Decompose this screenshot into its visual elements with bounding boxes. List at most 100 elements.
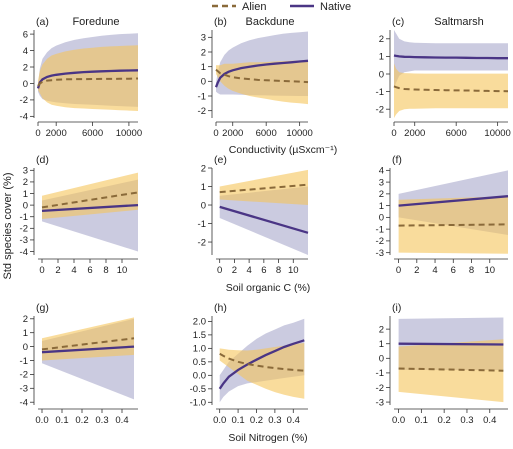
ci-band-alien [216,60,308,105]
x-tick-label: 10 [484,265,495,276]
x-tick-label: 0 [396,265,401,276]
x-tick-label: 0.2 [438,415,451,426]
y-tick-label: 2 [379,34,384,45]
x-tick-label: 10000 [116,128,142,139]
x-tick-label: 8 [469,265,474,276]
y-tick-label: 0 [23,79,28,90]
panel-title: Saltmarsh [434,16,484,28]
y-tick-label: 1.0 [193,344,206,355]
panel-label: (h) [214,302,227,314]
series-line-alien [398,223,509,227]
panel-title: Foredune [72,16,119,28]
series-line-native [219,205,309,234]
y-tick-label: 1.5 [193,330,206,341]
y-tick-label: -2 [376,105,384,116]
x-tick-label: 0.1 [231,415,244,426]
y-tick-label: 0 [379,69,384,80]
x-tick-label: 2 [232,265,237,276]
series-line-native [398,342,504,346]
y-tick-label: -2 [20,95,28,106]
series-line-alien [215,68,309,84]
y-tick-label: 1 [379,201,384,212]
x-tick-label: 2000 [404,128,425,139]
panel-i: 0.0 0.1 0.2 0.3 0.4 -3 -2 -1 0 1 2 (i) [376,302,508,426]
x-tick-label: 0 [39,265,44,276]
x-tick-label: 6000 [82,128,103,139]
panel-label: (a) [36,16,49,28]
y-tick-label: 2.0 [193,317,206,328]
series-line-alien [393,85,509,93]
y-tick-label: -1 [376,224,384,235]
x-tick-label: 0.0 [392,415,405,426]
y-tick-label: -3 [20,384,28,395]
y-tick-label: -1 [20,356,28,367]
series-line-native [41,203,139,213]
x-tick-label: 4 [432,265,437,276]
y-tick-label: 0 [201,77,206,88]
x-tick-label: 2 [55,265,60,276]
y-tick-label: 1 [379,52,384,63]
panel-label: (b) [214,16,227,28]
y-tick-label: -2 [198,106,206,117]
y-tick-label: 0 [379,213,384,224]
y-tick-label: 2 [379,324,384,335]
y-tick-label: 2 [23,314,28,325]
x-tick-label: 0.2 [250,415,263,426]
x-tick-label: 6 [261,265,266,276]
y-tick-label: -4 [20,112,28,123]
x-tick-label: 0.4 [483,415,496,426]
y-tick-label: 2 [201,163,206,174]
x-tick-label: 2 [414,265,419,276]
x-tick-label: 2000 [222,128,243,139]
panel-label: (e) [214,154,227,166]
ci-band-native [394,30,508,89]
y-tick-label: 6 [23,29,28,40]
x-tick-label: 0.4 [287,415,300,426]
y-tick-label: -1 [198,91,206,102]
y-tick-label: -2 [20,224,28,235]
series-line-native [398,195,509,207]
x-tick-label: 0.2 [75,415,88,426]
x-tick-label: 6 [87,265,92,276]
y-tick-label: -2 [20,370,28,381]
y-tick-label: 1 [379,339,384,350]
x-tick-label: 4 [246,265,251,276]
series-line-alien [398,367,504,372]
y-tick-label: 3 [379,177,384,188]
ci-band-alien [394,63,508,118]
y-tick-label: -1.0 [190,398,206,409]
x-axis-label-soil-nitrogen: Soil Nitrogen (%) [228,432,307,444]
panel-h: 0.0 0.1 0.2 0.3 0.4 -1.0 -0.5 0.0 0.5 1.0 1.5 2.0 (h… [190,302,308,426]
legend: Alien Native [212,1,351,13]
x-tick-label: 8 [103,265,108,276]
x-tick-label: 6 [451,265,456,276]
x-tick-label: 8 [276,265,281,276]
panel-a: 0 2000 6000 10000 -4 -2 0 2 4 6 (a) Foredune [20,16,143,139]
y-tick-label: 0 [379,354,384,365]
panel-g: 0.0 0.1 0.2 0.3 0.4 -4 -3 -2 -1 0 1 2 (g) [20,302,138,426]
y-tick-label: 2 [23,177,28,188]
ci-band-alien [42,317,134,361]
panel-b: 0 2000 6000 10000 -2 -1 0 1 2 3 (b) Backdune [198,16,313,139]
x-tick-label: 0 [35,128,40,139]
x-tick-label: 0.3 [460,415,473,426]
legend-label-alien: Alien [242,1,266,13]
y-tick-label: 2 [23,62,28,73]
x-tick-label: 0.0 [35,415,48,426]
y-tick-label: -1 [376,87,384,98]
y-tick-label: -1 [198,219,206,230]
panel-c: 0 2000 6000 10000 -2 -1 0 1 2 (c) Saltmarsh [376,16,511,139]
x-tick-label: 10000 [484,128,510,139]
y-axis-label: Std species cover (%) [2,173,14,280]
series-line-alien [41,191,139,209]
series-line-alien [41,337,135,351]
y-tick-label: 0 [23,200,28,211]
y-tick-label: 3 [23,166,28,177]
series-line-native [41,345,135,354]
y-tick-label: 2 [379,189,384,200]
y-tick-label: -1 [376,368,384,379]
